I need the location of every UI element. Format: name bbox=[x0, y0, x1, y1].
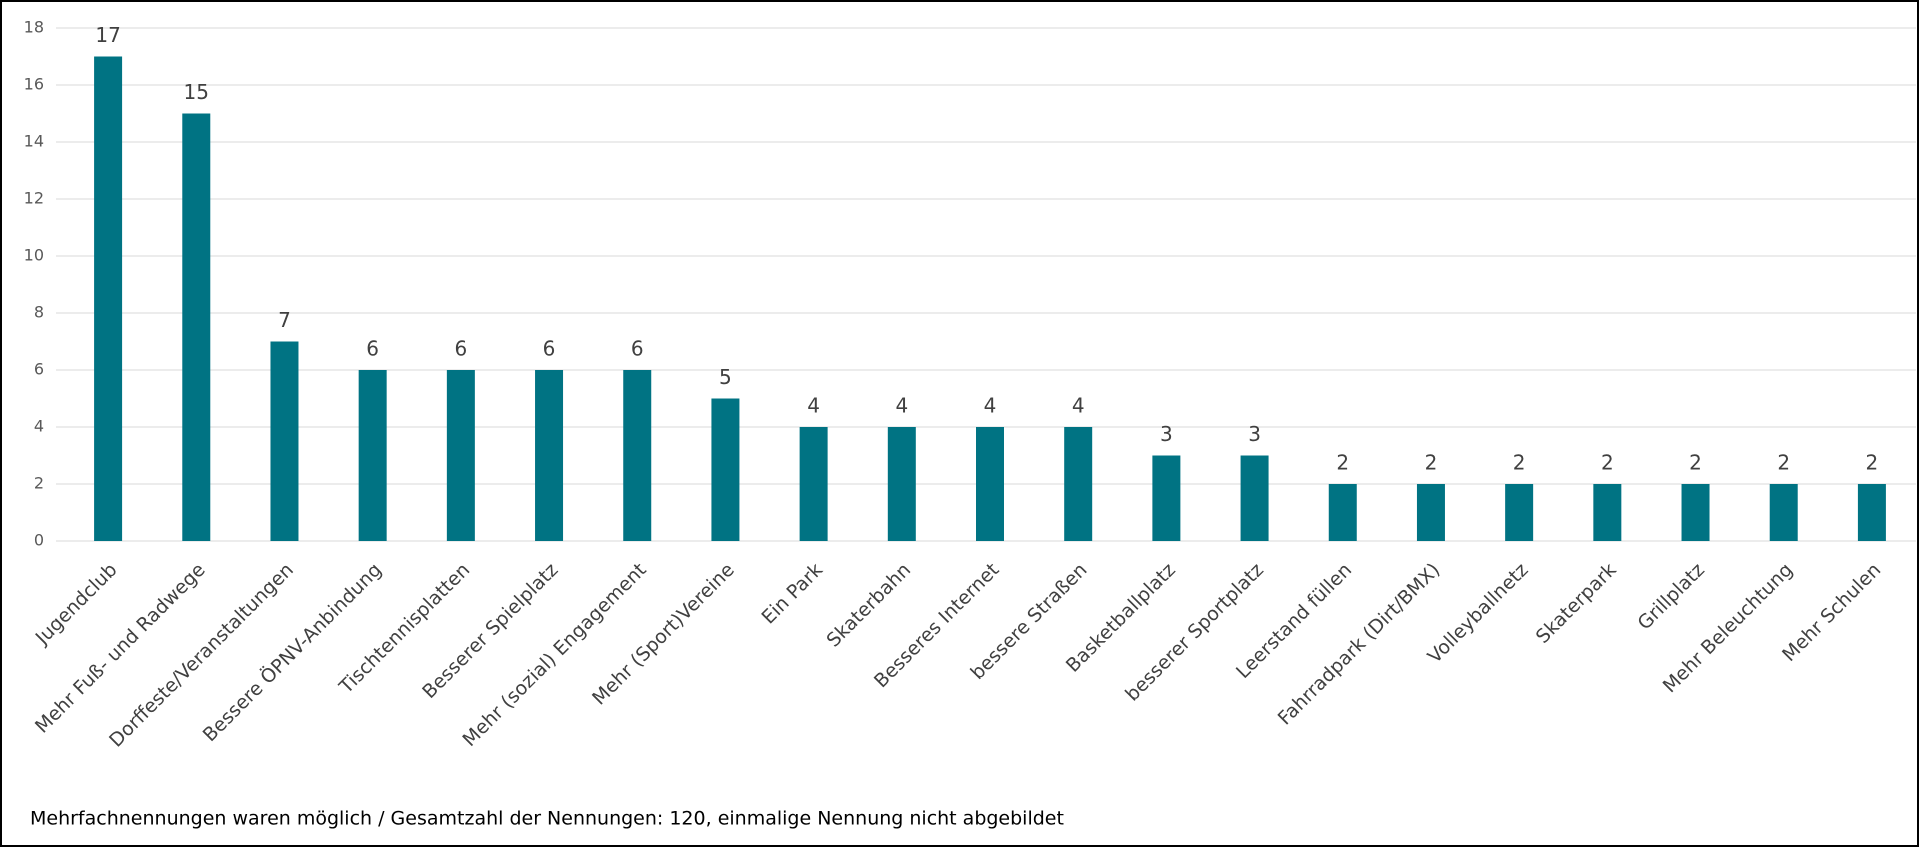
value-label: 6 bbox=[366, 337, 379, 361]
bar bbox=[446, 370, 475, 541]
y-tick-label: 6 bbox=[34, 360, 44, 379]
bar bbox=[1064, 427, 1093, 541]
x-tick-label: Bessere ÖPNV-Anbindung bbox=[198, 558, 386, 746]
value-label: 6 bbox=[454, 337, 467, 361]
y-tick-label: 10 bbox=[24, 246, 44, 265]
x-tick-label: Fahrradpark (Dirt/BMX) bbox=[1274, 559, 1445, 730]
value-label: 6 bbox=[543, 337, 556, 361]
bar bbox=[711, 398, 740, 541]
value-label: 7 bbox=[278, 308, 291, 332]
bar bbox=[1681, 484, 1710, 541]
x-tick-label: Mehr Fuß- und Radwege bbox=[31, 559, 210, 738]
bar bbox=[270, 341, 299, 541]
bar bbox=[1769, 484, 1798, 541]
y-tick-label: 8 bbox=[34, 303, 44, 322]
y-tick-label: 2 bbox=[34, 474, 44, 493]
bar bbox=[1593, 484, 1622, 541]
x-tick-label: Skaterbahn bbox=[823, 559, 916, 652]
bar bbox=[94, 56, 123, 541]
x-tick-label: Jugendclub bbox=[31, 559, 122, 650]
value-label: 3 bbox=[1248, 422, 1261, 446]
value-label: 6 bbox=[631, 337, 644, 361]
value-label: 2 bbox=[1601, 451, 1614, 475]
value-label: 17 bbox=[95, 23, 120, 47]
bar bbox=[887, 427, 916, 541]
bar bbox=[623, 370, 652, 541]
value-label: 3 bbox=[1160, 422, 1173, 446]
x-tick-label: Ein Park bbox=[757, 559, 827, 629]
x-tick-label: Mehr (Sport)Vereine bbox=[588, 559, 739, 710]
bar bbox=[1505, 484, 1534, 541]
x-tick-label: Skaterpark bbox=[1532, 559, 1621, 648]
x-tick-label: Dorffeste/Veranstaltungen bbox=[105, 559, 298, 752]
value-label: 2 bbox=[1866, 451, 1879, 475]
value-label: 2 bbox=[1336, 451, 1349, 475]
bar bbox=[976, 427, 1004, 541]
value-label: 2 bbox=[1425, 451, 1438, 475]
x-tick-label: Grillplatz bbox=[1633, 559, 1709, 635]
bar bbox=[182, 113, 211, 541]
bar bbox=[1152, 455, 1181, 541]
x-tick-label: Mehr (sozial) Engagement bbox=[459, 559, 651, 751]
bar bbox=[535, 370, 564, 541]
bar bbox=[1416, 484, 1445, 541]
value-label: 4 bbox=[1072, 394, 1085, 418]
value-label: 4 bbox=[895, 394, 908, 418]
bar bbox=[1857, 484, 1886, 541]
bar bbox=[358, 370, 387, 541]
value-label: 2 bbox=[1513, 451, 1526, 475]
value-label: 4 bbox=[807, 394, 820, 418]
value-label: 2 bbox=[1689, 451, 1702, 475]
value-label: 15 bbox=[184, 80, 209, 104]
bar bbox=[1240, 455, 1269, 541]
value-label: 2 bbox=[1777, 451, 1790, 475]
y-tick-label: 0 bbox=[34, 531, 44, 550]
y-tick-label: 12 bbox=[24, 189, 44, 208]
value-label: 5 bbox=[719, 365, 732, 389]
y-tick-label: 4 bbox=[34, 417, 44, 436]
y-tick-label: 16 bbox=[24, 75, 44, 94]
bar bbox=[799, 427, 828, 541]
y-tick-label: 14 bbox=[24, 132, 44, 151]
value-label: 4 bbox=[984, 394, 997, 418]
bar bbox=[1328, 484, 1357, 541]
footnote: Mehrfachnennungen waren möglich / Gesamt… bbox=[30, 808, 1064, 830]
y-tick-label: 18 bbox=[24, 18, 44, 37]
